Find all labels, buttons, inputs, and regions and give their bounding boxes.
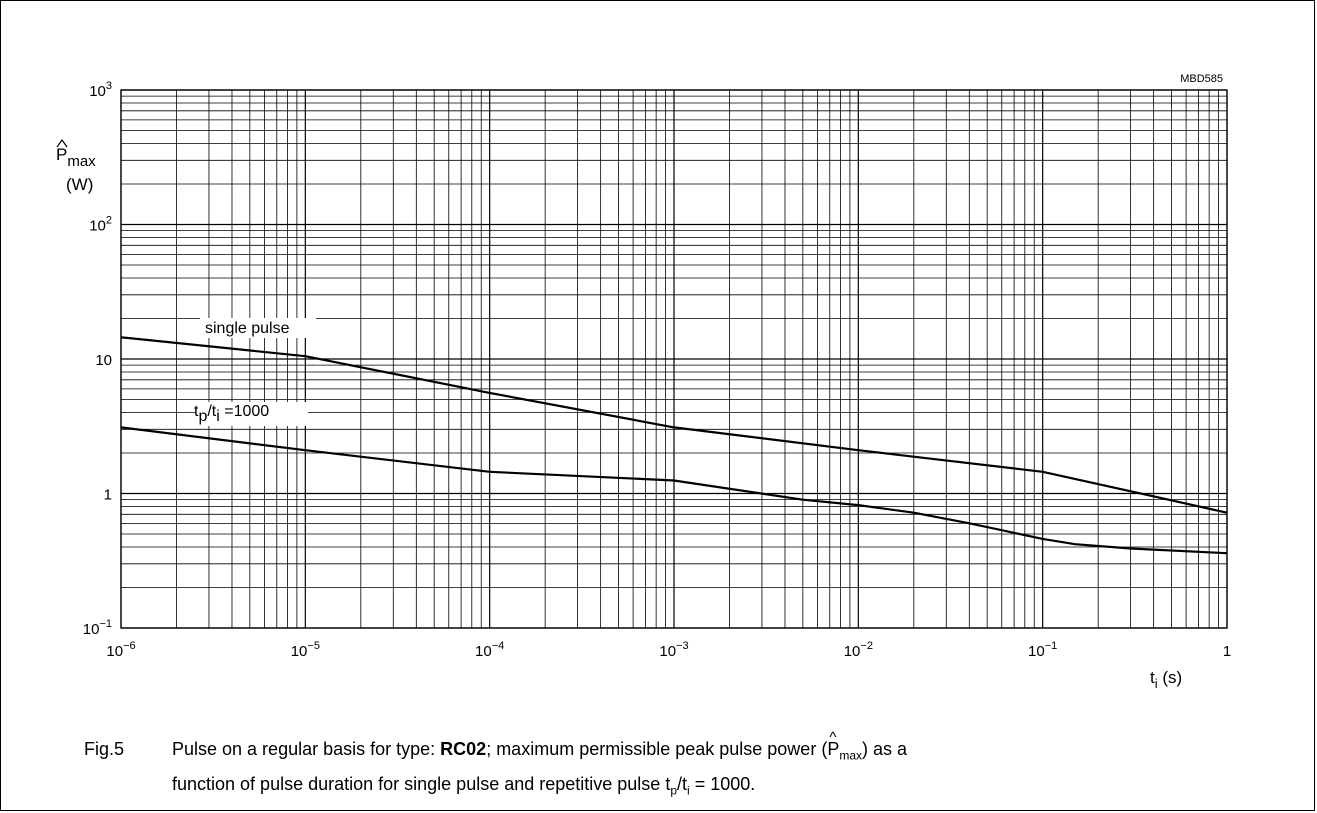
caption-text: Pulse on a regular basis for type: RC02;… [172,724,1272,804]
y-axis-label: Pmax [56,145,96,170]
annotations: MBD585 Pmax (W) ti (s) single pulse tp/ti =10… [56,73,1223,691]
caption-tail: = 1000. [689,773,756,794]
caption-text-part3: ) as a [862,739,908,759]
series-label-single-pulse: single pulse [205,320,290,337]
caption-text-part2: ; maximum permissible peak pulse power ( [486,739,828,759]
chart-grid [120,89,1228,629]
axis-tick-labels: 10−6 10−5 10−4 10−3 10−2 10−1 1 10−1 1 10 102 103 [83,80,1231,660]
caption-tp-subscript: p [670,783,678,798]
y-tick-label: 10 [95,352,112,369]
x-axis-label: ti (s) [1150,668,1182,691]
y-axis-unit: (W) [66,175,93,194]
series-line-1 [120,336,1228,514]
caption-p-subscript: max [839,748,862,763]
y-tick-label: 103 [89,80,112,100]
x-tick-label: 10−4 [475,640,504,660]
y-tick-label: 10−1 [83,618,112,638]
x-tick-label: 10−3 [659,640,688,660]
plot-border [120,89,1228,629]
x-tick-label: 1 [1223,643,1231,660]
x-tick-label: 10−5 [291,640,320,660]
caption-slash-t: /t [677,773,688,794]
series-lines [120,336,1228,555]
series-label-background [200,318,316,338]
figure-code: MBD585 [1180,73,1223,85]
y-tick-label: 102 [89,215,112,235]
caption-number: Fig.5 [84,739,125,759]
x-tick-label: 10−1 [1028,640,1057,660]
caption-p-symbol: P [827,724,839,763]
y-tick-label: 1 [104,487,112,504]
series-line-2 [120,426,1228,555]
caption-text-part1: Pulse on a regular basis for type: [172,739,441,759]
x-tick-label: 10−6 [106,640,135,660]
caption-ti-subscript: i [687,783,690,798]
series-label-background [196,402,308,426]
caption-type-code: RC02 [440,739,487,759]
x-tick-label: 10−2 [844,640,873,660]
caption-line2: function of pulse duration for single pu… [172,773,671,794]
y-axis-label-hat [56,138,68,148]
chart: 10−6 10−5 10−4 10−3 10−2 10−1 1 10−1 1 10 102 103 M… [56,73,1231,691]
series-label-repetitive: tp/ti =1000 [194,403,269,425]
